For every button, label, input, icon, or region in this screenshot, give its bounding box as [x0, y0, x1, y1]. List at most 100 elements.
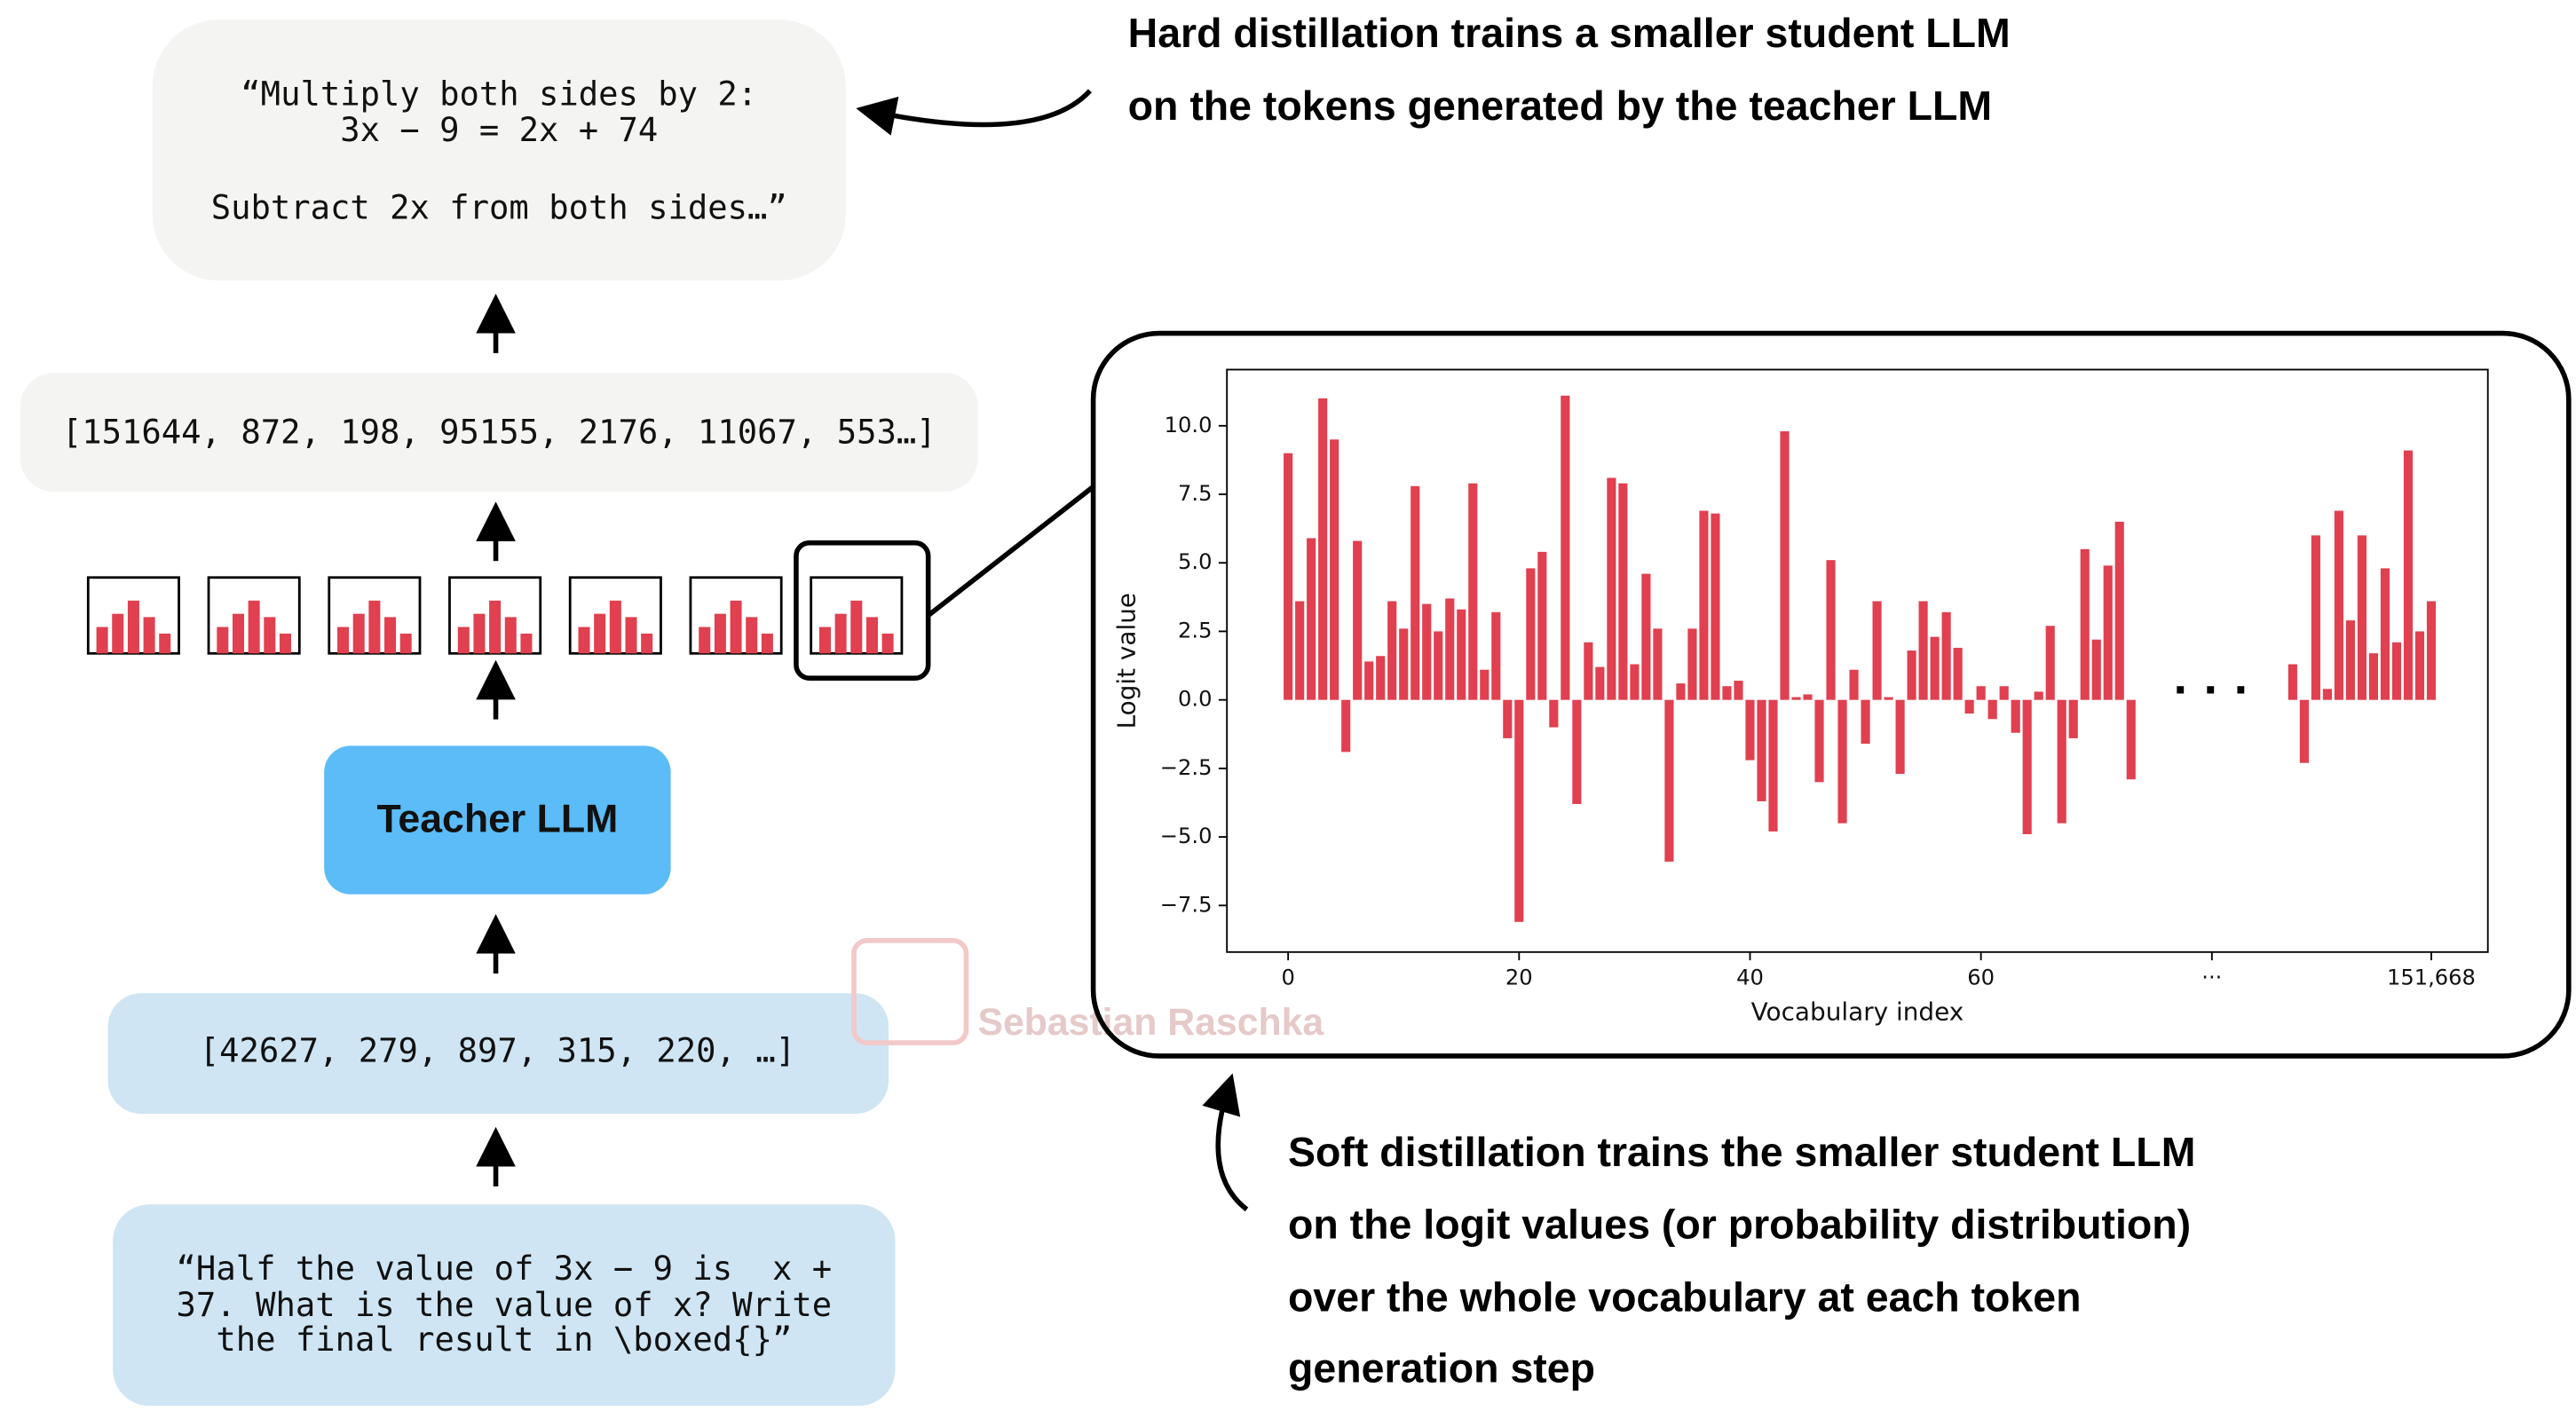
icon-bar — [834, 613, 847, 654]
bar — [1630, 664, 1640, 700]
hard-note: Hard distillation trains a smaller stude… — [1128, 10, 2011, 56]
bar — [1364, 661, 1374, 700]
bar — [2126, 699, 2136, 780]
bar — [2311, 535, 2320, 700]
x-tick-label: 20 — [1505, 966, 1533, 990]
bar — [2057, 699, 2066, 824]
bar — [1503, 699, 1513, 738]
y-tick-label: 7.5 — [1178, 481, 1212, 506]
bar — [1907, 650, 1916, 700]
watermark-icon — [851, 938, 969, 1045]
bar — [1918, 601, 1928, 700]
icon-bar — [473, 613, 486, 654]
gap-annotation: · · · — [2173, 662, 2250, 717]
icon-bar — [818, 627, 831, 654]
output-text: “Multiply both sides by 2: — [241, 74, 757, 113]
bar — [1837, 699, 1847, 824]
soft-note: on the logit values (or probability dist… — [1288, 1202, 2191, 1248]
bar — [2380, 568, 2390, 700]
input-tokens-box — [107, 993, 889, 1115]
icon-bar — [714, 613, 726, 654]
icon-bar — [881, 633, 894, 654]
bar — [1780, 430, 1790, 700]
icon-bar — [279, 633, 291, 654]
bar — [2357, 535, 2367, 700]
watermark: Sebastian Raschka — [977, 1001, 1324, 1044]
icon-bar — [232, 613, 244, 654]
icon-bar — [96, 627, 108, 654]
bar — [1768, 699, 1778, 832]
bar — [1987, 699, 1997, 720]
bar — [2334, 510, 2343, 700]
y-axis-label: Logit value — [1112, 593, 1142, 729]
x-tick-label: 0 — [1281, 966, 1294, 990]
prompt-text: the final result in \boxed{}” — [216, 1320, 792, 1359]
bar — [2322, 689, 2332, 700]
icon-bar — [127, 600, 139, 654]
x-tick-label: ··· — [2201, 966, 2222, 990]
bar — [1757, 699, 1766, 801]
bar — [2391, 642, 2402, 700]
bar — [1803, 694, 1813, 700]
bar — [1930, 636, 1940, 700]
icon-bar — [609, 600, 621, 654]
bar — [1618, 483, 1628, 700]
bar — [1711, 513, 1720, 700]
logit-icons — [86, 576, 904, 655]
bar — [2068, 699, 2078, 738]
icon-bar — [625, 617, 637, 654]
icon-bar — [264, 617, 276, 654]
teacher-label: Teacher LLM — [376, 798, 618, 841]
y-tick-label: 2.5 — [1178, 618, 1212, 642]
y-tick-label: 5.0 — [1178, 549, 1212, 574]
arrow — [856, 89, 1092, 136]
bar — [2034, 691, 2043, 700]
bar — [2403, 450, 2414, 700]
bar — [1295, 601, 1305, 700]
icon-bar — [578, 627, 590, 654]
bar — [1641, 573, 1651, 700]
bar — [1353, 540, 1363, 700]
bar — [1814, 699, 1824, 783]
bar — [1561, 395, 1570, 700]
bar — [1387, 601, 1397, 700]
bar — [1941, 611, 1951, 700]
bar — [1953, 647, 1963, 700]
bar — [1399, 628, 1409, 700]
icon-bar — [730, 600, 742, 654]
icon-bar — [850, 600, 863, 654]
output-text: 3x − 9 = 2x + 74 — [340, 110, 658, 149]
icon-bar — [504, 617, 517, 654]
bar — [1791, 697, 1801, 700]
bar — [1826, 560, 1836, 700]
icon-bar — [384, 617, 397, 654]
bar — [2022, 699, 2032, 835]
icon-bar — [457, 627, 470, 654]
x-tick-label: 151,668 — [2387, 966, 2476, 990]
bar — [1595, 666, 1605, 700]
highlight-box — [794, 540, 931, 681]
bar — [1745, 699, 1755, 761]
icon-bar — [352, 613, 365, 654]
icon-bar — [248, 600, 260, 654]
bar — [1849, 669, 1859, 700]
bar — [1376, 656, 1386, 700]
connector — [926, 485, 1095, 618]
prompt-text: “Half the value of 3x − 9 is x + — [177, 1249, 833, 1288]
bar — [1491, 611, 1501, 700]
icon-bar — [746, 617, 758, 654]
soft-note: Soft distillation trains the smaller stu… — [1288, 1129, 2195, 1175]
icon-bar — [641, 633, 653, 654]
icon-bar — [520, 633, 533, 654]
arrow — [1202, 1073, 1249, 1212]
bar — [1872, 601, 1882, 700]
icon-bar — [865, 617, 878, 654]
icon-bar — [143, 617, 155, 654]
bar — [1410, 485, 1420, 700]
bar — [1307, 538, 1316, 700]
bar — [1653, 628, 1663, 700]
bar — [1734, 681, 1743, 700]
bar — [1722, 686, 1732, 700]
output-tokens: [151644, 872, 198, 95155, 2176, 11067, 5… — [62, 412, 936, 451]
